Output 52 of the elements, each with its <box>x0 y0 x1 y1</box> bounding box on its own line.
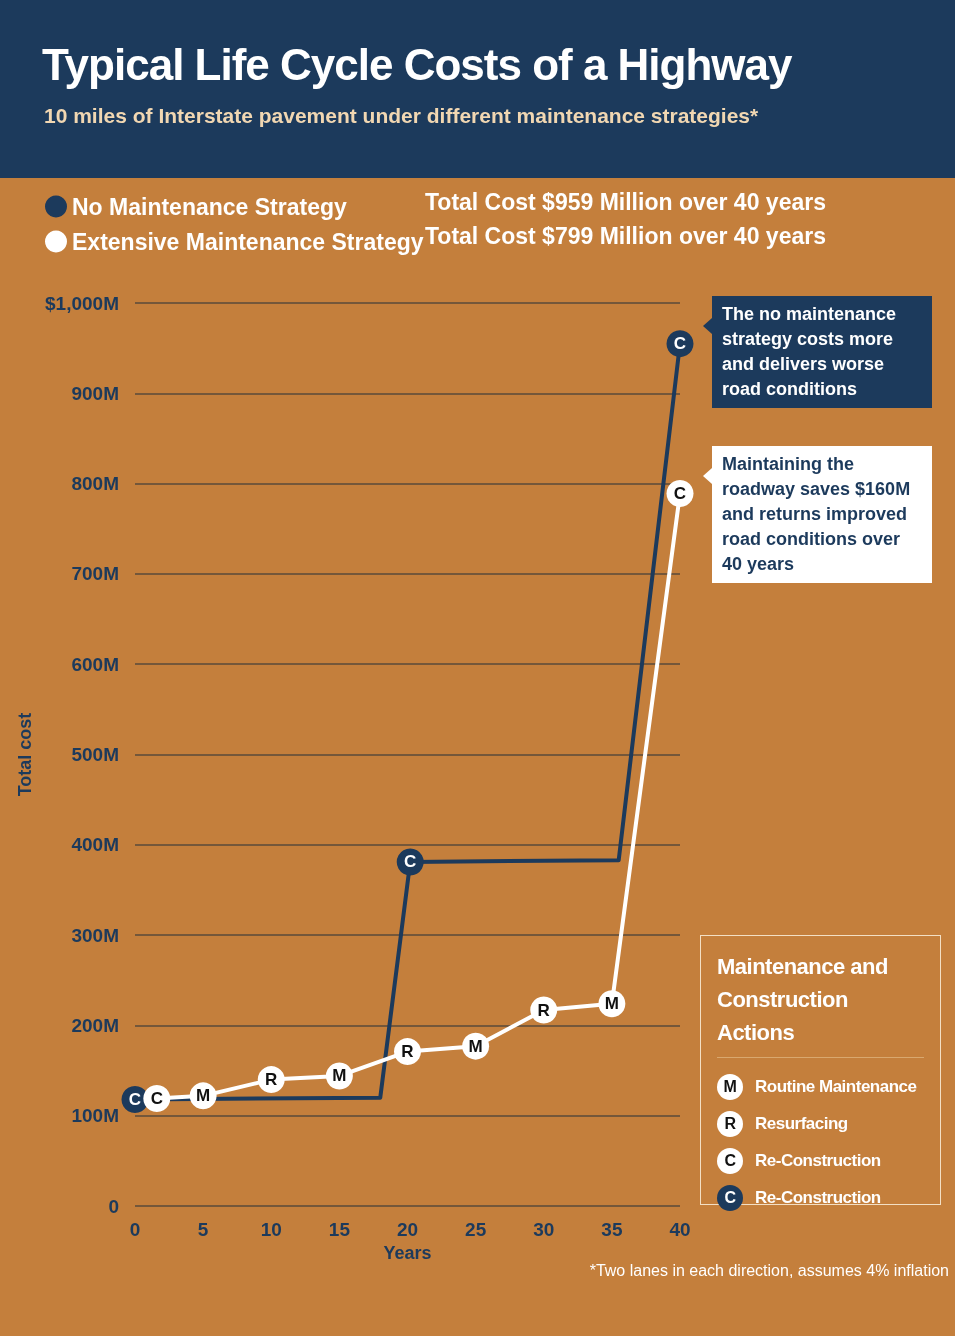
text: Maintenance and Construction Actions <box>717 950 924 1058</box>
y-tick-label: 600M <box>71 653 119 675</box>
data-label: R <box>401 1042 414 1062</box>
data-label: C <box>150 1089 163 1109</box>
text: Total Cost $799 Million over 40 years <box>425 223 826 250</box>
x-tick-label: 0 <box>129 1219 141 1240</box>
x-axis-title: Years <box>383 1242 432 1263</box>
x-tick-label: 30 <box>533 1219 555 1240</box>
letter-circle-icon: M <box>717 1073 743 1100</box>
annotation: Maintaining the roadway saves $160M and returns improved road conditions over 40 years <box>712 445 932 583</box>
data-label: R <box>265 1070 278 1090</box>
x-tick-label: 35 <box>601 1219 623 1240</box>
y-tick-label: 800M <box>71 473 119 495</box>
data-label: C <box>673 334 687 354</box>
legend-label: No Maintenance Strategy <box>72 193 347 220</box>
data-label: R <box>537 1000 550 1020</box>
x-tick-label: 10 <box>260 1219 282 1240</box>
y-tick-label: $1,000M <box>45 292 119 314</box>
y-axis-title: Total cost <box>15 712 36 797</box>
chart-title: Typical Life Cycle Costs of a Highway <box>42 40 792 90</box>
x-tick-label: 20 <box>396 1219 419 1240</box>
data-label: M <box>196 1086 211 1106</box>
text: Re-Construction <box>755 1150 881 1170</box>
x-tick-label: 40 <box>669 1219 691 1240</box>
text: Routine Maintenance <box>755 1076 917 1096</box>
legend-label: Extensive Maintenance Strategy <box>72 228 424 255</box>
y-tick-label: 100M <box>71 1105 119 1127</box>
y-tick-label: 400M <box>71 834 119 856</box>
annotation: The no maintenance strategy costs more and delivers worse road conditions <box>712 295 932 408</box>
y-tick-label: 0 <box>108 1195 119 1217</box>
x-tick-label: 15 <box>328 1219 351 1240</box>
letter-circle-icon: C <box>717 1184 743 1211</box>
x-tick-label: 5 <box>197 1219 209 1240</box>
y-tick-label: 300M <box>71 924 119 946</box>
letter-circle-icon: C <box>717 1147 743 1174</box>
chart-subtitle: 10 miles of Interstate pavement under different maintenance strategies* <box>44 104 759 128</box>
text: Total Cost $959 Million over 40 years <box>425 189 826 216</box>
data-label: M <box>332 1066 347 1086</box>
y-tick-label: 500M <box>71 744 119 765</box>
y-tick-label: 700M <box>71 563 119 585</box>
y-tick-label: 900M <box>71 382 119 404</box>
data-label: M <box>604 994 619 1014</box>
text: Resurfacing <box>755 1113 848 1133</box>
data-label: M <box>468 1036 483 1056</box>
data-label: C <box>404 852 417 872</box>
letter-circle-icon: R <box>717 1110 743 1137</box>
x-tick-label: 25 <box>465 1219 487 1240</box>
text: Re-Construction <box>755 1187 881 1207</box>
data-label: C <box>128 1089 142 1109</box>
data-label: C <box>673 484 687 504</box>
text: *Two lanes in each direction, assumes 4% inflation <box>589 1262 949 1280</box>
y-tick-label: 200M <box>71 1014 119 1036</box>
